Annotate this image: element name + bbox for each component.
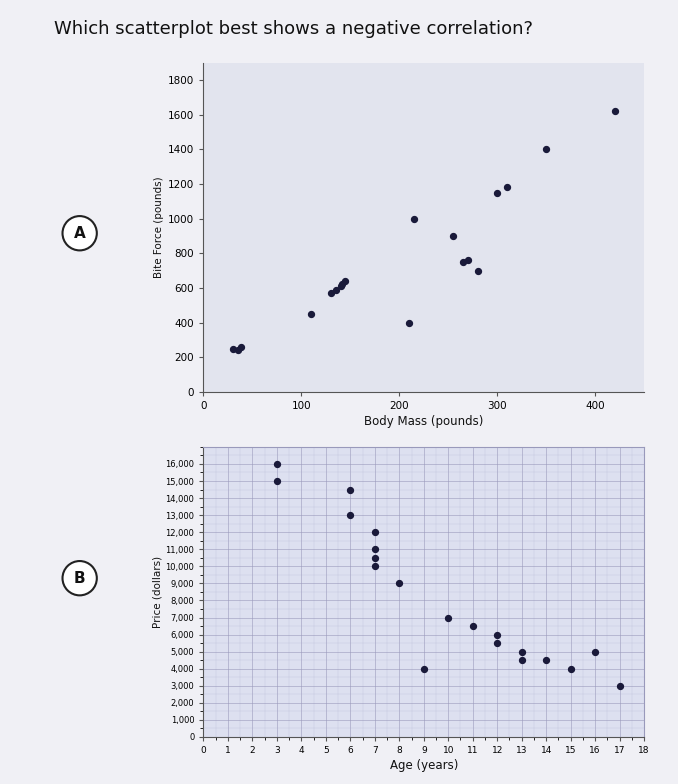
Point <box>541 654 552 666</box>
Text: Which scatterplot best shows a negative correlation?: Which scatterplot best shows a negative … <box>54 20 533 38</box>
Point <box>403 317 414 329</box>
X-axis label: Body Mass (pounds): Body Mass (pounds) <box>364 416 483 428</box>
Text: B: B <box>74 571 85 586</box>
Text: A: A <box>74 226 85 241</box>
Point <box>306 308 317 321</box>
Point <box>541 143 552 156</box>
Point <box>565 662 576 675</box>
Point <box>516 654 527 666</box>
Point <box>345 483 356 495</box>
Point <box>227 343 238 355</box>
Point <box>370 560 380 572</box>
Point <box>492 187 502 199</box>
Point <box>370 551 380 564</box>
Point <box>610 105 620 118</box>
Point <box>370 543 380 556</box>
Point <box>472 264 483 277</box>
Point <box>418 662 429 675</box>
Circle shape <box>62 561 97 595</box>
Y-axis label: Price (dollars): Price (dollars) <box>153 556 163 628</box>
Point <box>370 526 380 539</box>
Point <box>492 628 502 641</box>
Point <box>614 680 625 692</box>
Point <box>447 230 458 242</box>
Point <box>325 287 336 299</box>
Point <box>467 620 478 633</box>
X-axis label: Age (years): Age (years) <box>390 759 458 772</box>
Point <box>340 275 351 288</box>
Point <box>335 280 346 292</box>
Point <box>516 645 527 658</box>
Point <box>502 181 513 194</box>
Y-axis label: Bite Force (pounds): Bite Force (pounds) <box>154 176 164 278</box>
Point <box>271 475 282 488</box>
Point <box>492 637 502 649</box>
Point <box>235 341 246 354</box>
Point <box>462 254 473 267</box>
Point <box>233 344 243 357</box>
Point <box>330 284 341 296</box>
Point <box>409 212 420 225</box>
Point <box>590 645 601 658</box>
Point <box>271 458 282 470</box>
Point <box>443 612 454 624</box>
Point <box>345 509 356 521</box>
Point <box>394 577 405 590</box>
Circle shape <box>62 216 97 250</box>
Point <box>337 278 348 290</box>
Point <box>458 256 468 268</box>
